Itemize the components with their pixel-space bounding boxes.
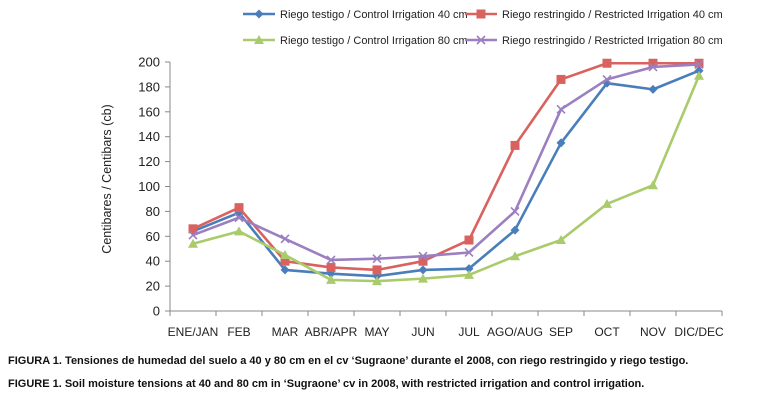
- legend-marker: [476, 9, 486, 19]
- y-tick-label: 120: [138, 154, 160, 169]
- series-riego-restringido-restricted-irrigation-80-cm: [188, 59, 704, 265]
- data-point: [694, 58, 704, 68]
- x-tick-label: ABR/APR: [305, 325, 358, 339]
- series-line: [192, 75, 701, 283]
- data-point: [464, 235, 474, 245]
- series-riego-testigo-control-irrigation-80-cm: [188, 70, 704, 286]
- legend-label: Riego restringido / Restricted Irrigatio…: [502, 9, 723, 21]
- legend: Riego testigo / Control Irrigation 40 cm…: [243, 9, 723, 47]
- data-point: [418, 265, 428, 275]
- data-point: [602, 74, 612, 84]
- x-tick-label: FEB: [227, 325, 250, 339]
- y-tick-label: 80: [146, 204, 160, 219]
- data-point: [510, 225, 520, 235]
- data-point: [602, 198, 612, 208]
- figure-caption-spanish: FIGURA 1. Tensiones de humedad del suelo…: [8, 355, 689, 367]
- data-point: [556, 235, 566, 245]
- y-tick-label: 160: [138, 104, 160, 119]
- data-point: [188, 230, 198, 240]
- series-line: [192, 69, 700, 278]
- legend-marker: [254, 35, 264, 44]
- y-tick-label: 40: [146, 254, 160, 269]
- data-point: [280, 265, 290, 275]
- data-point: [326, 262, 336, 272]
- data-point: [280, 249, 290, 259]
- series-line: [192, 61, 699, 272]
- data-point: [280, 234, 290, 244]
- data-point: [510, 206, 520, 216]
- data-point: [694, 59, 704, 70]
- data-point: [464, 247, 474, 258]
- y-tick-label: 180: [138, 79, 160, 94]
- series-riego-testigo-control-irrigation-40-cm: [188, 66, 704, 281]
- x-tick-label: ENE/JAN: [168, 325, 219, 339]
- x-tick-label: JUL: [458, 325, 480, 339]
- y-tick-label: 140: [138, 129, 160, 144]
- x-tick-label: JUN: [411, 325, 434, 339]
- legend-label: Riego testigo / Control Irrigation 80 cm: [280, 35, 468, 47]
- y-axis: 0 20 40 60 80 100 120 140 160 180 200: [138, 55, 171, 319]
- data-point: [464, 269, 474, 279]
- data-point: [326, 274, 336, 284]
- x-tick-label: MAR: [272, 325, 299, 339]
- data-point: [556, 74, 566, 84]
- data-point: [648, 58, 658, 68]
- data-point: [510, 251, 520, 261]
- legend-entry: Riego testigo / Control Irrigation 80 cm: [243, 35, 468, 47]
- y-tick-label: 0: [153, 304, 160, 319]
- legend-marker: [254, 9, 264, 19]
- x-tick-label: MAY: [364, 325, 389, 339]
- figure-caption-english: FIGURE 1. Soil moisture tensions at 40 a…: [8, 378, 645, 390]
- data-point: [280, 256, 290, 266]
- x-tick-label: AGO/AUG: [487, 325, 543, 339]
- x-tick-label: OCT: [594, 325, 620, 339]
- data-point: [694, 70, 704, 80]
- data-point: [418, 251, 428, 261]
- data-point: [464, 264, 474, 274]
- data-point: [418, 256, 428, 266]
- data-point: [648, 180, 658, 190]
- legend-label: Riego testigo / Control Irrigation 40 cm: [280, 9, 468, 21]
- x-tick-label: NOV: [640, 325, 666, 339]
- data-point: [510, 140, 520, 150]
- data-point: [326, 255, 336, 265]
- data-point: [372, 254, 382, 264]
- data-point: [648, 62, 658, 72]
- legend-marker: [476, 35, 486, 45]
- data-point: [234, 203, 244, 213]
- data-point: [372, 265, 382, 275]
- y-tick-label: 200: [138, 55, 160, 70]
- series-line: [192, 63, 700, 262]
- data-point: [234, 213, 244, 223]
- data-point: [234, 226, 244, 236]
- legend-entry: Riego testigo / Control Irrigation 40 cm: [243, 9, 468, 21]
- data-point: [556, 138, 566, 148]
- y-tick-label: 60: [146, 229, 160, 244]
- x-tick-label: DIC/DEC: [674, 325, 724, 339]
- data-point: [602, 58, 612, 68]
- y-tick-label: 20: [146, 279, 160, 294]
- data-point: [188, 238, 198, 248]
- legend-entry: Riego restringido / Restricted Irrigatio…: [465, 35, 723, 47]
- legend-label: Riego restringido / Restricted Irrigatio…: [502, 35, 723, 47]
- x-tick-label: SEP: [549, 325, 573, 339]
- data-point: [372, 276, 382, 286]
- data-point: [648, 84, 658, 94]
- legend-entry: Riego restringido / Restricted Irrigatio…: [465, 9, 723, 21]
- series-layer: [188, 58, 704, 286]
- data-point: [418, 273, 428, 283]
- data-point: [556, 104, 566, 114]
- soil-moisture-chart: Riego testigo / Control Irrigation 40 cm…: [100, 9, 724, 339]
- data-point: [188, 224, 198, 234]
- series-riego-restringido-restricted-irrigation-40-cm: [188, 58, 704, 275]
- x-axis: ENE/JAN FEB MAR ABR/APR MAY JUN JUL AGO/AUG SEP O…: [168, 310, 724, 339]
- y-tick-label: 100: [138, 179, 160, 194]
- y-axis-label: Centibares / Centibars (cb): [100, 104, 114, 253]
